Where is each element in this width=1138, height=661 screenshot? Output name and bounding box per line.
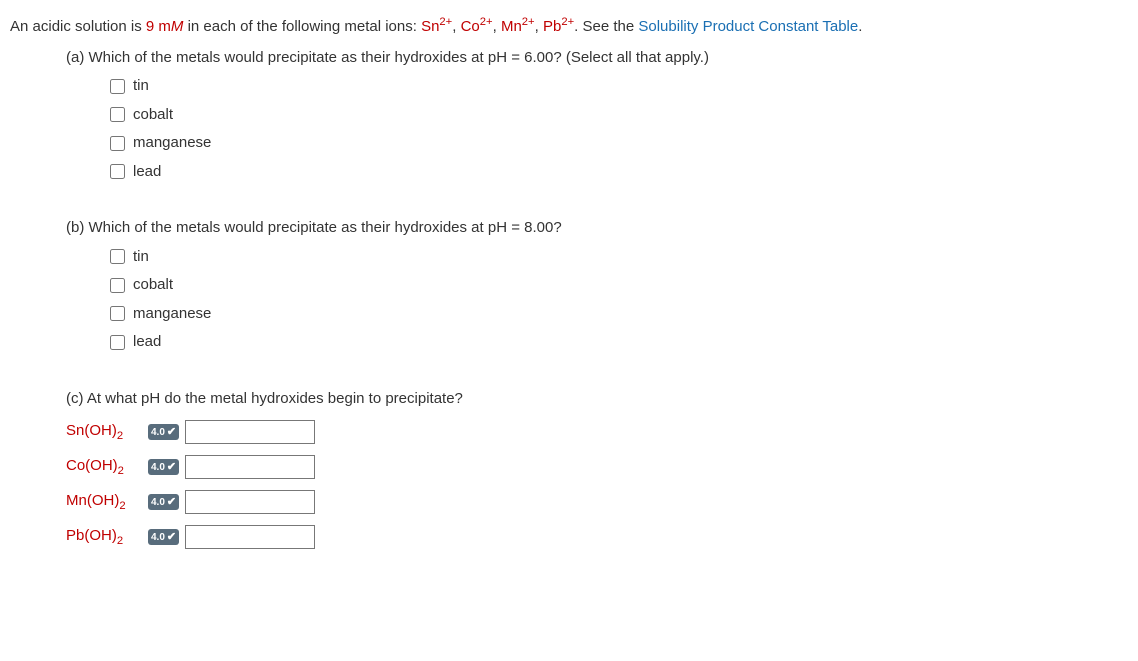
points-badge-pb: 4.0✔	[148, 529, 179, 545]
formula-row-pb: Pb(OH)2 4.0✔	[66, 525, 1128, 550]
intro-mid: in each of the following metal ions:	[183, 18, 421, 35]
option-row-cobalt-b: cobalt	[106, 274, 1128, 297]
option-label-tin: tin	[133, 75, 149, 98]
part-b-question: (b) Which of the metals would precipitat…	[66, 217, 1128, 240]
checkbox-lead[interactable]	[110, 164, 125, 179]
points-badge-mn: 4.0✔	[148, 494, 179, 510]
part-c: (c) At what pH do the metal hydroxides b…	[66, 388, 1128, 550]
formula-pb: Pb(OH)2	[66, 525, 148, 550]
option-row-manganese-b: manganese	[106, 303, 1128, 326]
points-badge-co: 4.0✔	[148, 459, 179, 475]
option-row-lead-b: lead	[106, 331, 1128, 354]
option-row-lead: lead	[106, 161, 1128, 184]
formula-row-mn: Mn(OH)2 4.0✔	[66, 490, 1128, 515]
points-badge-sn: 4.0✔	[148, 424, 179, 440]
option-label-manganese: manganese	[133, 132, 211, 155]
problem-intro: An acidic solution is 9 mM in each of th…	[10, 14, 1128, 39]
check-icon: ✔	[167, 424, 176, 441]
ph-input-mn[interactable]	[185, 490, 315, 514]
ksp-table-link[interactable]: Solubility Product Constant Table	[638, 18, 858, 35]
check-icon: ✔	[167, 529, 176, 546]
check-icon: ✔	[167, 494, 176, 511]
formula-co: Co(OH)2	[66, 455, 148, 480]
concentration-value: 9 m	[146, 18, 171, 35]
checkbox-tin[interactable]	[110, 79, 125, 94]
option-row-tin: tin	[106, 75, 1128, 98]
formula-row-co: Co(OH)2 4.0✔	[66, 455, 1128, 480]
ph-input-co[interactable]	[185, 455, 315, 479]
option-row-cobalt: cobalt	[106, 104, 1128, 127]
part-b: (b) Which of the metals would precipitat…	[66, 217, 1128, 354]
formula-sn: Sn(OH)2	[66, 420, 148, 445]
ion-sep: ,	[493, 18, 501, 35]
intro-period: .	[858, 18, 862, 35]
ion-pb: Pb2+	[543, 18, 574, 35]
ph-input-sn[interactable]	[185, 420, 315, 444]
option-label-cobalt-b: cobalt	[133, 274, 173, 297]
option-row-tin-b: tin	[106, 246, 1128, 269]
concentration-unit: M	[171, 18, 184, 35]
checkbox-manganese[interactable]	[110, 136, 125, 151]
ion-mn: Mn2+	[501, 18, 535, 35]
checkbox-cobalt-b[interactable]	[110, 278, 125, 293]
option-label-lead-b: lead	[133, 331, 161, 354]
ion-sn: Sn2+	[421, 18, 452, 35]
option-label-tin-b: tin	[133, 246, 149, 269]
option-label-lead: lead	[133, 161, 161, 184]
checkbox-tin-b[interactable]	[110, 249, 125, 264]
check-icon: ✔	[167, 459, 176, 476]
intro-prefix: An acidic solution is	[10, 18, 146, 35]
part-c-question: (c) At what pH do the metal hydroxides b…	[66, 388, 1128, 411]
option-row-manganese: manganese	[106, 132, 1128, 155]
option-label-cobalt: cobalt	[133, 104, 173, 127]
checkbox-cobalt[interactable]	[110, 107, 125, 122]
ph-input-pb[interactable]	[185, 525, 315, 549]
formula-row-sn: Sn(OH)2 4.0✔	[66, 420, 1128, 445]
formula-mn: Mn(OH)2	[66, 490, 148, 515]
checkbox-manganese-b[interactable]	[110, 306, 125, 321]
part-a-question: (a) Which of the metals would precipitat…	[66, 47, 1128, 70]
ion-sep: ,	[452, 18, 460, 35]
intro-after-ions: . See the	[574, 18, 638, 35]
part-a: (a) Which of the metals would precipitat…	[66, 47, 1128, 184]
ion-co: Co2+	[461, 18, 493, 35]
ion-sep: ,	[535, 18, 543, 35]
checkbox-lead-b[interactable]	[110, 335, 125, 350]
option-label-manganese-b: manganese	[133, 303, 211, 326]
